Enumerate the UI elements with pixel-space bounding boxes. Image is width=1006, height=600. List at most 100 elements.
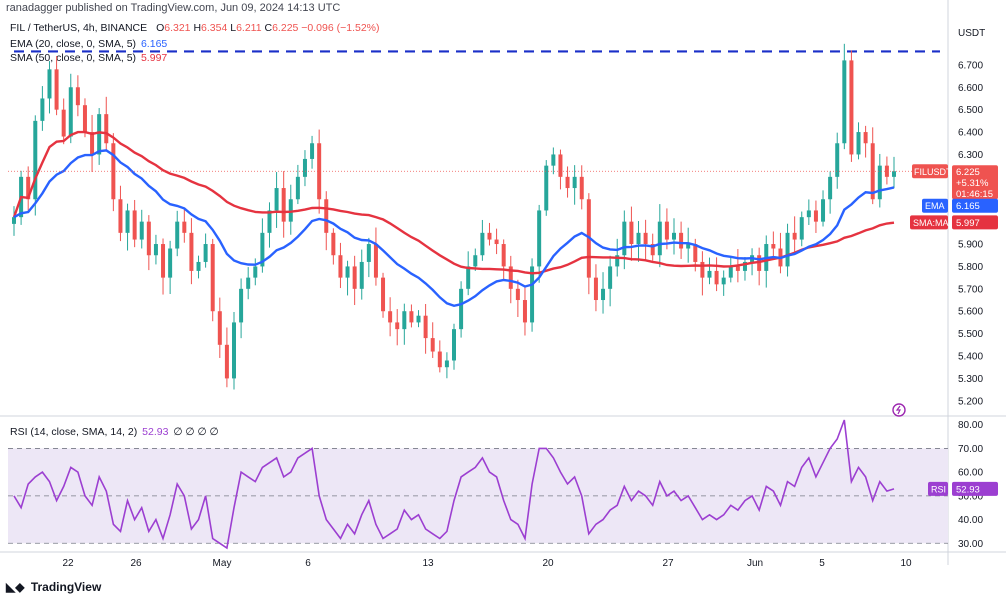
- candle-body: [359, 261, 364, 289]
- time-tick-label: 10: [900, 558, 912, 569]
- last-price-label-text: 6.225: [956, 167, 980, 178]
- price-tick-label: 6.500: [958, 105, 983, 116]
- rsi-tag-text: RSI: [931, 484, 946, 494]
- candle-body: [224, 344, 229, 379]
- candle-body: [373, 244, 378, 278]
- currency-label: USDT: [958, 28, 985, 39]
- chart-canvas[interactable]: USDT6.7006.6006.5006.4006.3006.2006.1006…: [0, 0, 1006, 580]
- candle-body: [693, 244, 698, 262]
- ohlc-low: 6.211: [236, 22, 262, 34]
- candle-body: [608, 266, 613, 289]
- price-tick-label: 6.700: [958, 60, 983, 71]
- sma-tag-text: SMA:MA: [913, 218, 949, 228]
- rsi-legend-value: 52.93: [142, 426, 169, 438]
- candle-body: [792, 232, 797, 240]
- rsi-line: [13, 419, 895, 550]
- candle-body: [884, 165, 889, 177]
- candle-body: [345, 266, 350, 278]
- candle-body: [643, 232, 648, 245]
- candle-body: [849, 60, 854, 155]
- candle-body: [310, 143, 315, 159]
- price-tick-label: 5.900: [958, 240, 983, 251]
- rsi-tag-box: [928, 481, 948, 496]
- candle-body: [239, 288, 244, 323]
- symbol-tag-box: [912, 164, 948, 179]
- price-tick-label: 5.300: [958, 374, 983, 385]
- candle-body: [366, 244, 371, 262]
- candle-body: [636, 232, 641, 245]
- candle-body: [288, 199, 293, 222]
- candle-body: [47, 69, 52, 99]
- candle-body: [572, 176, 577, 189]
- ohlc-change: −0.096 (−1.52%): [301, 22, 380, 34]
- candle-body: [146, 221, 151, 256]
- ohlc-low-label: L: [230, 22, 237, 34]
- candle-body: [856, 132, 861, 155]
- time-tick-label: 5: [819, 558, 825, 569]
- candle-body: [161, 244, 166, 278]
- time-tick-label: 13: [422, 558, 434, 569]
- candle-body: [629, 221, 634, 245]
- candle-body: [892, 171, 896, 177]
- candle-body: [302, 158, 307, 177]
- candle-body: [12, 217, 16, 224]
- candle-body: [821, 199, 826, 222]
- candle-body: [189, 232, 194, 271]
- price-tick-label: 5.400: [958, 352, 983, 363]
- ema-legend-value: 6.165: [140, 38, 168, 50]
- candle-body: [735, 266, 740, 271]
- candle-body: [388, 311, 393, 323]
- ohlc-high: 6.354: [201, 22, 228, 34]
- alert-lightning-glyph: [895, 405, 901, 415]
- candle-body: [125, 210, 130, 233]
- footer-text: TradingView: [30, 580, 102, 594]
- rsi-value-text: 52.93: [956, 484, 980, 495]
- last-price-label-box: [952, 165, 998, 200]
- ema-value-text: 6.165: [956, 201, 980, 212]
- ohlc-high-label: H: [193, 22, 202, 34]
- ema-legend: EMA (20, close, 0, SMA, 5) 6.165: [10, 38, 167, 50]
- ema-legend-label: EMA (20, close, 0, SMA, 5): [10, 38, 137, 50]
- candle-body: [168, 248, 173, 278]
- candle-body: [664, 221, 669, 240]
- symbol-tag-text: FILUSDT: [914, 167, 952, 177]
- candle-body: [508, 266, 513, 289]
- candle-body: [139, 221, 144, 240]
- candle-body: [707, 270, 712, 278]
- candle-body: [82, 105, 87, 133]
- candle-body: [494, 239, 499, 245]
- rsi-tick-label: 70.00: [958, 444, 983, 455]
- candle-body: [253, 266, 258, 278]
- candle-body: [813, 210, 818, 222]
- candle-body: [835, 143, 840, 177]
- candle-body: [132, 210, 137, 240]
- price-tick-label: 5.700: [958, 284, 983, 295]
- candle-body: [622, 221, 627, 256]
- ohlc-close: 6.225: [272, 22, 299, 34]
- sma-legend-value: 5.997: [140, 52, 168, 64]
- candle-body: [210, 244, 215, 312]
- candle-body: [331, 232, 336, 256]
- time-tick-label: May: [213, 558, 232, 569]
- last-price-label-text: +5.31%: [956, 178, 989, 189]
- candle-body: [324, 199, 329, 233]
- candle-body: [679, 232, 684, 249]
- candle-body: [423, 315, 428, 339]
- candle-body: [444, 360, 449, 368]
- candle-body: [487, 232, 492, 240]
- sma-legend-label: SMA (50, close, 0, SMA, 5): [10, 52, 137, 64]
- price-tick-label: 6.600: [958, 83, 983, 94]
- candle-body: [799, 217, 804, 240]
- candle-body: [515, 288, 520, 301]
- candle-body: [657, 221, 662, 256]
- candle-body: [742, 261, 747, 271]
- ema-tag-text: EMA: [925, 201, 945, 211]
- rsi-tick-label: 50.00: [958, 491, 983, 502]
- candle-body: [551, 154, 556, 166]
- candle-body: [700, 261, 705, 278]
- ema-tag-box: [922, 198, 948, 213]
- candle-body: [338, 255, 343, 278]
- candle-body: [246, 277, 251, 289]
- candle-body: [650, 244, 655, 256]
- time-tick-label: 6: [305, 558, 311, 569]
